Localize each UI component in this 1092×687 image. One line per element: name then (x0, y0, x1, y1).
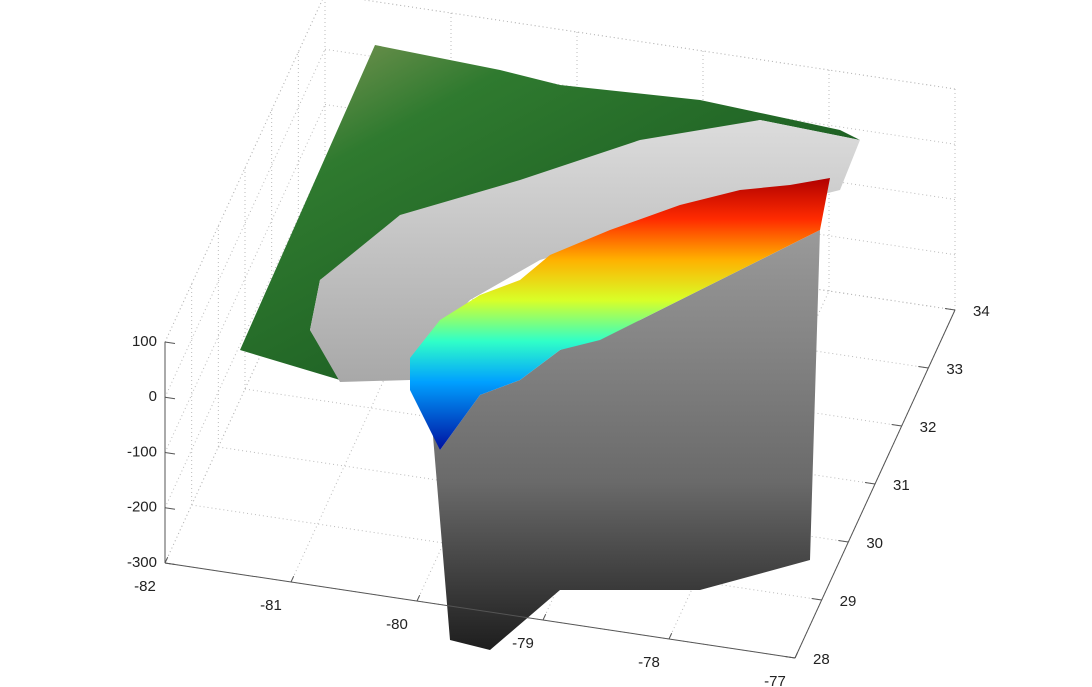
y-tick-label: 30 (866, 535, 883, 552)
x-tick-label: -78 (638, 654, 660, 671)
z-tick (164, 507, 176, 510)
z-tick-label: -300 (127, 554, 157, 571)
x-tick-label: -79 (512, 635, 534, 652)
z-tick-label: 0 (149, 388, 157, 405)
z-tick (164, 452, 176, 455)
z-tick (164, 396, 176, 400)
y-tick-label: 31 (893, 477, 910, 494)
x-tick (416, 594, 421, 602)
transect-curtain (410, 178, 830, 450)
y-tick (838, 540, 849, 543)
y-tick-label: 34 (973, 303, 990, 320)
y-tick-label: 28 (813, 651, 830, 668)
x-tick (542, 613, 547, 621)
z-tick (164, 341, 176, 344)
y-tick-label: 32 (920, 419, 937, 436)
y-tick-label: 29 (840, 593, 857, 610)
z-tick-label: -200 (127, 499, 157, 516)
y-tick (918, 366, 929, 369)
x-axis (164, 562, 796, 659)
y-axis (794, 309, 956, 659)
x-tick-label: -80 (386, 616, 408, 633)
x-tick (668, 632, 673, 640)
y-tick-label: 33 (946, 361, 963, 378)
z-tick-label: 100 (132, 333, 157, 350)
x-tick-label: -77 (764, 673, 786, 687)
x-tick-label: -82 (134, 578, 156, 595)
y-tick (811, 598, 822, 601)
slope-surface (430, 230, 820, 650)
x-tick (290, 575, 295, 583)
land-surface (240, 45, 860, 380)
y-tick (864, 482, 876, 485)
y-tick (944, 308, 956, 311)
y-tick (891, 424, 902, 427)
axes: -82 -81 -80 -79 -78 -77 28 29 30 31 32 33 34 -300 -200… (127, 303, 990, 687)
z-tick-label: -100 (127, 443, 157, 460)
x-tick-label: -81 (260, 597, 282, 614)
surface (240, 45, 860, 650)
